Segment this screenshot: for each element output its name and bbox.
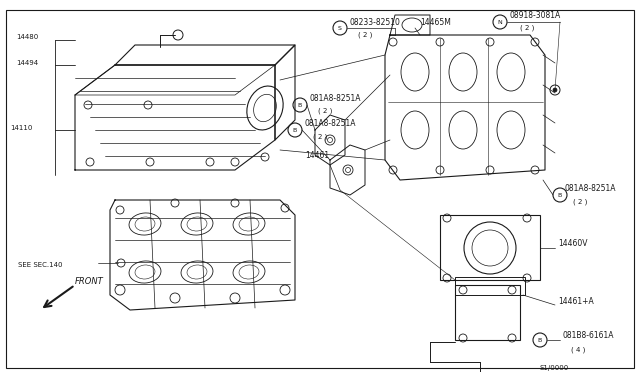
Bar [455, 277, 525, 295]
Text: 14460V: 14460V [558, 240, 588, 248]
Text: B: B [298, 103, 302, 108]
Text: S1/0000: S1/0000 [540, 365, 569, 371]
Text: S: S [338, 26, 342, 31]
Text: B: B [558, 192, 562, 198]
Text: SEE SEC.140: SEE SEC.140 [18, 262, 63, 268]
Text: B: B [538, 337, 542, 343]
Text: N: N [498, 19, 502, 25]
Text: 14110: 14110 [10, 125, 33, 131]
Circle shape [553, 88, 557, 92]
Text: ( 2 ): ( 2 ) [313, 134, 328, 140]
Text: ( 2 ): ( 2 ) [318, 108, 332, 114]
Text: 08233-82510: 08233-82510 [350, 17, 401, 26]
Text: ( 4 ): ( 4 ) [571, 347, 586, 353]
Text: 14465M: 14465M [420, 17, 451, 26]
Text: ( 2 ): ( 2 ) [573, 199, 588, 205]
Text: 14461+A: 14461+A [558, 298, 594, 307]
Text: 08918-3081A: 08918-3081A [510, 10, 561, 19]
Text: 081B8-6161A: 081B8-6161A [563, 331, 614, 340]
Text: 14461: 14461 [305, 151, 329, 160]
Text: FRONT: FRONT [75, 278, 104, 286]
Text: 081A8-8251A: 081A8-8251A [305, 119, 356, 128]
Bar [455, 285, 520, 340]
Text: ( 2 ): ( 2 ) [520, 25, 534, 31]
Text: 081A8-8251A: 081A8-8251A [310, 93, 362, 103]
Text: 14494: 14494 [16, 60, 38, 66]
Text: B: B [293, 128, 297, 132]
Bar [440, 215, 540, 280]
Text: ( 2 ): ( 2 ) [358, 32, 372, 38]
Text: 081A8-8251A: 081A8-8251A [565, 183, 616, 192]
Text: 14480: 14480 [16, 34, 38, 40]
